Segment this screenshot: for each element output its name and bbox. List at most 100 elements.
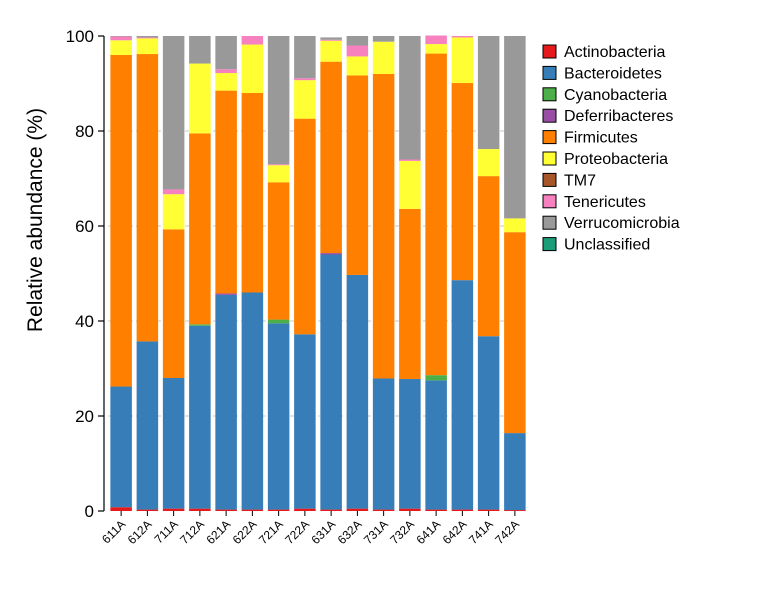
bar-segment-proteobacteria-631a: [320, 40, 342, 62]
bar-segment-proteobacteria-622a: [241, 44, 264, 93]
bar-segment-actinobacteria-722a: [294, 508, 316, 511]
bar-segment-firmicutes-611a: [110, 55, 132, 387]
bar-segment-actinobacteria-621a: [215, 509, 237, 511]
bar-segment-actinobacteria-741a: [477, 509, 500, 511]
bar-segment-proteobacteria-731a: [372, 41, 395, 74]
bar-segment-firmicutes-621a: [215, 90, 237, 294]
y-tick-label: 60: [75, 217, 94, 236]
legend-label: Cyanobacteria: [564, 87, 667, 104]
x-tick-label: 722A: [282, 517, 312, 547]
y-tick-label: 100: [66, 27, 94, 46]
bar-segment-proteobacteria-641a: [425, 44, 447, 54]
legend-label: Verrucomicrobia: [564, 215, 680, 232]
y-tick-label: 0: [85, 502, 94, 521]
bar-segment-bacteroidetes-631a: [320, 254, 342, 510]
bars: [110, 35, 526, 511]
x-tick-label: 732A: [387, 517, 417, 547]
bar-segment-verrucomicrobia-712a: [189, 36, 211, 64]
bar-segment-bacteroidetes-722a: [294, 334, 316, 509]
legend-swatch-deferribacteres: [542, 108, 557, 123]
bar-segment-proteobacteria-621a: [215, 73, 237, 91]
bar-segment-firmicutes-632a: [346, 75, 369, 275]
x-tick-label: 741A: [466, 517, 496, 547]
legend-label: Unclassified: [564, 237, 650, 254]
bar-segment-bacteroidetes-632a: [346, 274, 369, 509]
y-tick-label: 40: [75, 312, 94, 331]
bar-segment-actinobacteria-732a: [399, 508, 421, 511]
bar-segment-tenericutes-641a: [425, 35, 447, 45]
bar-segment-actinobacteria-632a: [346, 508, 369, 511]
legend-swatch-unclassified: [542, 237, 557, 252]
bar-segment-tenericutes-631a: [320, 39, 342, 41]
bar-segment-tenericutes-621a: [215, 69, 237, 74]
bar-segment-proteobacteria-711a: [162, 194, 185, 230]
legend-swatch-proteobacteria: [542, 151, 557, 166]
x-tick-label: 632A: [335, 517, 365, 547]
bar-segment-tenericutes-732a: [399, 159, 421, 161]
legend-label: Proteobacteria: [564, 151, 668, 168]
bar-segment-actinobacteria-642a: [451, 509, 474, 511]
bar-segment-bacteroidetes-711a: [162, 378, 185, 509]
bar-segment-deferribacteres-621a: [215, 293, 237, 295]
bar-segment-verrucomicrobia-731a: [372, 36, 395, 42]
bar-segment-firmicutes-641a: [425, 53, 447, 376]
bar-segment-tenericutes-721a: [267, 164, 290, 166]
legend: Actinobacteria Bacteroidetes Cyanobacteria…: [542, 44, 680, 254]
bar-segment-bacteroidetes-621a: [215, 294, 237, 510]
legend-swatch-bacteroidetes: [542, 65, 557, 80]
bar-segment-proteobacteria-732a: [399, 160, 421, 209]
bar-segment-verrucomicrobia-612a: [136, 36, 159, 38]
bar-segment-bacteroidetes-642a: [451, 280, 474, 510]
legend-swatch-cyanobacteria: [542, 87, 557, 102]
bar-segment-firmicutes-612a: [136, 54, 159, 342]
legend-swatch-tm7: [542, 172, 557, 187]
bar-segment-proteobacteria-642a: [451, 37, 474, 84]
bar-segment-tenericutes-642a: [451, 36, 474, 38]
bar-segment-tenericutes-612a: [136, 37, 159, 39]
bar-segment-bacteroidetes-641a: [425, 380, 447, 510]
bar-segment-proteobacteria-612a: [136, 38, 159, 55]
bar-segment-firmicutes-741a: [477, 176, 500, 337]
bar-segment-actinobacteria-711a: [162, 508, 185, 511]
bar-segment-proteobacteria-721a: [267, 165, 290, 183]
bar-segment-verrucomicrobia-741a: [477, 36, 500, 150]
bar-segment-bacteroidetes-731a: [372, 378, 395, 510]
x-tick-label: 611A: [99, 517, 128, 546]
x-tick-label: 742A: [492, 517, 522, 547]
bar-segment-bacteroidetes-712a: [189, 325, 211, 509]
bar-segment-firmicutes-721a: [267, 182, 290, 320]
bar-segment-tenericutes-611a: [110, 36, 132, 41]
y-axis-title: Relative abundance (%): [24, 108, 47, 332]
bar-segment-actinobacteria-612a: [136, 509, 159, 511]
bar-segment-actinobacteria-731a: [372, 509, 395, 511]
bar-segment-cyanobacteria-712a: [189, 324, 211, 326]
x-tick-label: 622A: [230, 517, 260, 547]
bar-segment-verrucomicrobia-632a: [346, 36, 369, 46]
bar-segment-actinobacteria-712a: [189, 508, 211, 511]
legend-swatch-actinobacteria: [542, 44, 557, 59]
bar-segment-bacteroidetes-732a: [399, 378, 421, 509]
bar-segment-proteobacteria-632a: [346, 56, 369, 76]
legend-label: Actinobacteria: [564, 44, 665, 61]
bar-segment-bacteroidetes-612a: [136, 341, 159, 510]
bar-segment-cyanobacteria-721a: [267, 319, 290, 324]
legend-label: TM7: [564, 172, 596, 189]
bar-segment-firmicutes-722a: [294, 118, 316, 335]
bar-segment-proteobacteria-712a: [189, 63, 211, 134]
bar-segment-bacteroidetes-721a: [267, 323, 290, 510]
legend-swatch-verrucomicrobia: [542, 215, 557, 230]
bar-segment-verrucomicrobia-621a: [215, 36, 237, 70]
x-tick-label: 612A: [125, 517, 155, 547]
x-tick-label: 631A: [309, 517, 339, 547]
bar-segment-proteobacteria-722a: [294, 80, 316, 119]
legend-label: Tenericutes: [564, 194, 646, 211]
bar-segment-tenericutes-622a: [241, 36, 264, 45]
bar-segment-firmicutes-631a: [320, 61, 342, 254]
bar-segment-actinobacteria-641a: [425, 509, 447, 511]
bar-segment-tenericutes-632a: [346, 45, 369, 57]
bar-segment-verrucomicrobia-722a: [294, 36, 316, 79]
y-tick-label: 80: [75, 122, 94, 141]
x-tick-label: 642A: [440, 517, 470, 547]
legend-label: Firmicutes: [564, 130, 638, 147]
bar-segment-actinobacteria-622a: [241, 509, 264, 511]
